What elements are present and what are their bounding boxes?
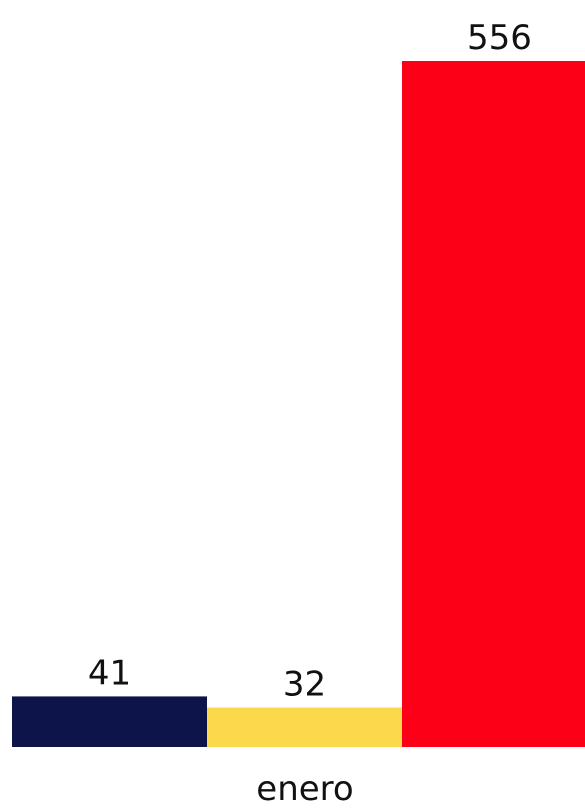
data-labels-group: 41 32 556 — [88, 18, 532, 705]
data-label-3: 556 — [467, 18, 532, 58]
bar-3 — [402, 61, 585, 747]
category-label: enero — [256, 769, 353, 808]
data-label-2: 32 — [283, 665, 326, 705]
bar-2 — [207, 707, 402, 747]
data-label-1: 41 — [88, 653, 131, 693]
bar-1 — [12, 696, 207, 747]
bars-group — [12, 61, 585, 747]
